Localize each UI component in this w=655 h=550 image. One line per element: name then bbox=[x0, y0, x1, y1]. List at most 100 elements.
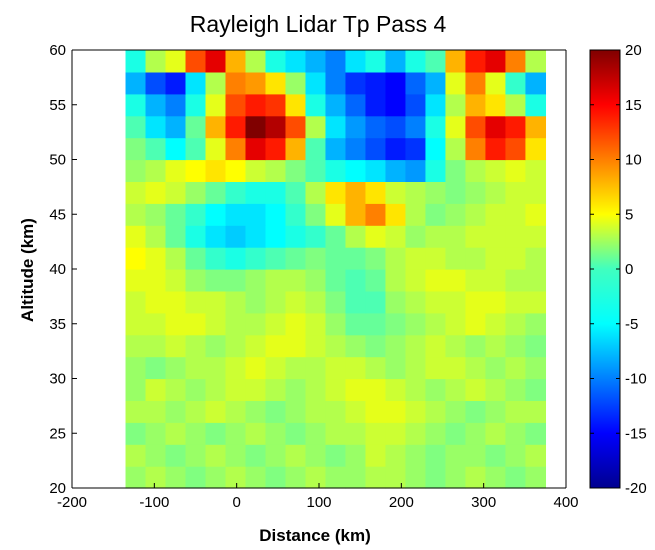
heatmap-cell bbox=[145, 50, 167, 73]
y-tick-label: 30 bbox=[49, 371, 66, 388]
heatmap-cell bbox=[265, 466, 287, 489]
heatmap-cell bbox=[345, 225, 367, 248]
heatmap-cell bbox=[485, 466, 507, 489]
heatmap-cell bbox=[125, 181, 147, 204]
heatmap-cell bbox=[165, 203, 187, 226]
heatmap-cell bbox=[365, 444, 387, 467]
heatmap-cell bbox=[125, 115, 147, 139]
heatmap-cell bbox=[245, 71, 267, 95]
heatmap-cell bbox=[185, 400, 207, 423]
heatmap-cell bbox=[365, 137, 387, 161]
heatmap-cell bbox=[225, 247, 247, 270]
heatmap-cell bbox=[265, 378, 287, 401]
heatmap-cell bbox=[425, 93, 447, 117]
heatmap-cell bbox=[165, 225, 187, 248]
heatmap-cell bbox=[485, 50, 507, 73]
heatmap-cell bbox=[485, 181, 507, 204]
heatmap-cell bbox=[245, 181, 267, 204]
heatmap-cell bbox=[525, 466, 547, 489]
heatmap-cell bbox=[285, 269, 307, 292]
heatmap-cell bbox=[365, 312, 387, 336]
heatmap-cell bbox=[305, 247, 327, 270]
x-tick-label: 200 bbox=[389, 494, 414, 511]
heatmap-cell bbox=[125, 290, 147, 314]
heatmap-cell bbox=[125, 312, 147, 336]
heatmap-cell bbox=[485, 290, 507, 314]
y-tick-label: 50 bbox=[49, 152, 66, 169]
heatmap-cell bbox=[145, 181, 167, 204]
heatmap-cell bbox=[365, 290, 387, 314]
heatmap-cell bbox=[125, 203, 147, 226]
heatmap-cell bbox=[245, 203, 267, 226]
heatmap-cell bbox=[305, 50, 327, 73]
heatmap-cell bbox=[465, 334, 487, 358]
colorbar-tick-label: 20 bbox=[625, 42, 642, 59]
heatmap-cell bbox=[465, 50, 487, 73]
heatmap-cell bbox=[445, 115, 467, 139]
heatmap-cell bbox=[145, 247, 167, 270]
heatmap-cell bbox=[465, 247, 487, 270]
heatmap-cell bbox=[445, 356, 467, 380]
heatmap-cell bbox=[185, 422, 207, 445]
heatmap-cell bbox=[345, 50, 367, 73]
heatmap-cell bbox=[345, 93, 367, 117]
heatmap-cell bbox=[305, 422, 327, 445]
heatmap-cell bbox=[525, 93, 547, 117]
heatmap-cell bbox=[325, 444, 347, 467]
heatmap-cell bbox=[265, 203, 287, 226]
heatmap-cell bbox=[365, 159, 387, 182]
heatmap-cell bbox=[325, 312, 347, 336]
heatmap-cell bbox=[145, 71, 167, 95]
heatmap-cell bbox=[365, 422, 387, 445]
heatmap-cell bbox=[225, 312, 247, 336]
heatmap-cell bbox=[145, 93, 167, 117]
heatmap-cell bbox=[405, 312, 427, 336]
heatmap-cell bbox=[505, 115, 527, 139]
heatmap-cell bbox=[205, 400, 227, 423]
heatmap-cell bbox=[325, 466, 347, 489]
heatmap-cell bbox=[405, 115, 427, 139]
heatmap-cell bbox=[325, 422, 347, 445]
heatmap-cell bbox=[325, 159, 347, 182]
heatmap-cell bbox=[305, 225, 327, 248]
heatmap-cell bbox=[285, 444, 307, 467]
heatmap-cell bbox=[185, 93, 207, 117]
heatmap-cell bbox=[205, 137, 227, 161]
heatmap-cell bbox=[525, 225, 547, 248]
heatmap-cell bbox=[465, 181, 487, 204]
heatmap-cell bbox=[185, 290, 207, 314]
heatmap-cell bbox=[285, 334, 307, 358]
heatmap-cell bbox=[325, 400, 347, 423]
heatmap-cell bbox=[165, 115, 187, 139]
heatmap-cell bbox=[205, 247, 227, 270]
heatmap-cell bbox=[405, 356, 427, 380]
heatmap-cell bbox=[405, 334, 427, 358]
heatmap-cell bbox=[405, 290, 427, 314]
heatmap-cell bbox=[225, 422, 247, 445]
heatmap-cell bbox=[325, 334, 347, 358]
heatmap-cell bbox=[265, 247, 287, 270]
heatmap-cell bbox=[445, 181, 467, 204]
heatmap-cell bbox=[125, 444, 147, 467]
heatmap-cell bbox=[385, 50, 407, 73]
heatmap-cell bbox=[305, 115, 327, 139]
heatmap-cell bbox=[485, 422, 507, 445]
heatmap-cell bbox=[425, 225, 447, 248]
heatmap-cell bbox=[265, 115, 287, 139]
heatmap-cell bbox=[165, 247, 187, 270]
heatmap-cell bbox=[525, 378, 547, 401]
colorbar-tick-label: -15 bbox=[625, 425, 647, 442]
heatmap-cell bbox=[425, 290, 447, 314]
heatmap-cell bbox=[285, 356, 307, 380]
heatmap-cell bbox=[185, 334, 207, 358]
heatmap-cell bbox=[405, 247, 427, 270]
heatmap-cell bbox=[345, 466, 367, 489]
heatmap-cell bbox=[285, 203, 307, 226]
heatmap-cell bbox=[245, 50, 267, 73]
heatmap-cell bbox=[485, 247, 507, 270]
colorbar bbox=[589, 49, 621, 489]
heatmap-cell bbox=[465, 356, 487, 380]
heatmap-cell bbox=[125, 422, 147, 445]
heatmap-cell bbox=[285, 422, 307, 445]
heatmap-cell bbox=[405, 137, 427, 161]
